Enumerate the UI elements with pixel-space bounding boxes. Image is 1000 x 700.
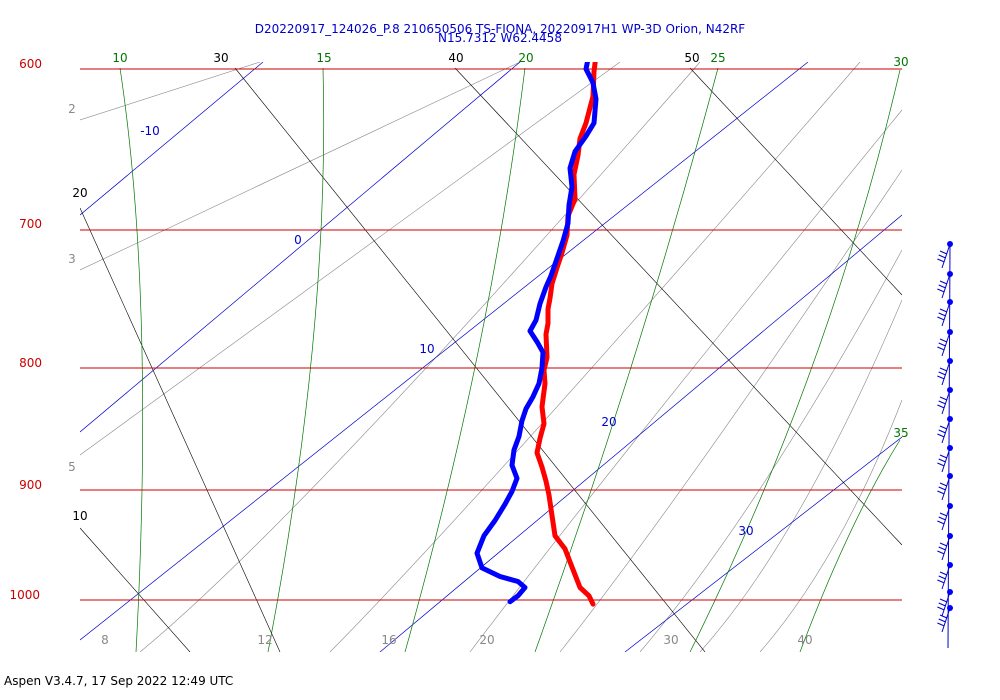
adiabat-label: 20 — [601, 415, 616, 429]
temperature-trace — [534, 62, 598, 607]
wind-barb — [937, 271, 953, 299]
mixing-ratio-line — [534, 67, 719, 652]
moist-adiabat-line — [639, 249, 902, 652]
mixing-ratio-lines — [119, 67, 901, 652]
left-label: 2 — [68, 102, 76, 116]
temp-tick-label: 30 — [663, 633, 678, 647]
wind-barb — [937, 533, 953, 561]
software-version-footer: Aspen V3.4.7, 17 Sep 2022 12:49 UTC — [4, 674, 234, 688]
pressure-label: 1000 — [9, 588, 40, 602]
adiabat-label: 0 — [294, 233, 302, 247]
top-label: 30 — [213, 51, 228, 65]
pressure-label: 900 — [19, 478, 42, 492]
pressure-label: 800 — [19, 356, 42, 370]
moist-adiabat-line — [80, 62, 261, 121]
pressure-label: 700 — [19, 217, 42, 231]
moist-adiabat-line — [80, 62, 621, 456]
moist-adiabat-line — [699, 299, 902, 652]
chart-title-line1: D20220917_124026_P.8 210650506 TS-FIONA,… — [255, 22, 746, 36]
isotherm-line — [234, 67, 706, 652]
dry-adiabat-line — [379, 214, 902, 652]
wind-barb — [937, 329, 953, 357]
dewpoint-trace — [474, 62, 599, 605]
isotherm-line — [689, 67, 902, 296]
mixing-ratio-line — [119, 67, 144, 652]
mixing-ratio-line — [799, 439, 901, 652]
temp-tick-label: 40 — [797, 633, 812, 647]
isotherm-line — [80, 207, 281, 652]
temp-tick-label: 16 — [381, 633, 396, 647]
wind-barbs — [937, 241, 953, 649]
wind-barb — [937, 503, 953, 531]
wind-barb — [937, 358, 953, 386]
wind-barb — [937, 416, 953, 444]
isotherm-line — [454, 67, 902, 546]
dry-adiabat-line — [624, 436, 902, 652]
top-label: 10 — [112, 51, 127, 65]
adiabat-label: 10 — [419, 342, 434, 356]
dry-adiabat-line — [80, 62, 264, 216]
top-label: 25 — [710, 51, 725, 65]
wind-barb — [937, 241, 953, 269]
pressure-label: 600 — [19, 57, 42, 71]
temp-tick-label: 20 — [479, 633, 494, 647]
temp-tick-label: 12 — [257, 633, 272, 647]
top-label: 35 — [893, 426, 908, 440]
adiabat-label: -10 — [140, 124, 160, 138]
moist-adiabat-line — [559, 169, 902, 652]
chart-title-line2: N15.7312 W62.4458 — [438, 31, 562, 45]
moist-adiabats — [80, 62, 902, 652]
temp-tick-label: 8 — [101, 633, 109, 647]
wind-barb — [937, 445, 953, 473]
moist-adiabat-line — [469, 109, 902, 652]
mixing-ratio-line — [404, 67, 526, 652]
wind-barb — [937, 562, 953, 590]
left-label: 20 — [72, 186, 87, 200]
sounding-traces — [474, 62, 599, 607]
top-label: 50 — [684, 51, 699, 65]
wind-barb — [937, 473, 953, 501]
left-label: 10 — [72, 509, 87, 523]
adiabat-label: 30 — [738, 524, 753, 538]
dry-adiabat-line — [80, 62, 809, 641]
top-label: 30 — [893, 55, 908, 69]
wind-barb — [937, 299, 953, 327]
mixing-ratio-line — [267, 67, 325, 652]
wind-barb — [937, 387, 953, 415]
dry-adiabats — [80, 62, 902, 652]
left-label: 5 — [68, 460, 76, 474]
moist-adiabat-line — [139, 62, 701, 652]
moist-adiabat-line — [759, 399, 902, 652]
mixing-ratio-line — [689, 69, 901, 652]
wind-barb — [937, 589, 953, 617]
moist-adiabat-line — [329, 62, 861, 652]
isotherm-line — [80, 527, 191, 652]
moist-adiabat-line — [80, 62, 521, 271]
wind-barb — [937, 605, 953, 633]
left-label: 3 — [68, 252, 76, 266]
top-label: 20 — [518, 51, 533, 65]
isobars — [80, 68, 902, 601]
skewt-chart: D20220917_124026_P.8 210650506 TS-FIONA,… — [9, 22, 953, 652]
top-label: 15 — [316, 51, 331, 65]
dry-adiabat-line — [80, 62, 521, 433]
top-label: 40 — [448, 51, 463, 65]
isotherms — [80, 67, 902, 652]
